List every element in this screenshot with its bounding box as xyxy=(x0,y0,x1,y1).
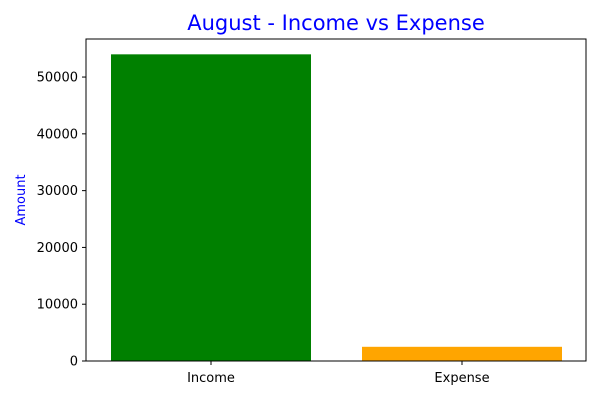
y-tick-label: 20000 xyxy=(37,241,78,256)
y-tick-label: 10000 xyxy=(37,298,78,313)
y-tick-label: 50000 xyxy=(37,71,78,86)
x-tick-label: Income xyxy=(187,371,235,386)
y-tick-label: 30000 xyxy=(37,184,78,199)
plot-frame xyxy=(85,38,587,362)
bar-income xyxy=(111,54,311,361)
y-tick-label: 0 xyxy=(70,355,78,370)
bar-expense xyxy=(362,346,562,361)
x-tick-label: Expense xyxy=(434,371,489,386)
y-axis-label: Amount xyxy=(14,174,29,225)
y-tick-label: 40000 xyxy=(37,127,78,142)
y-axis: 0 10000 20000 30000 40000 50000 xyxy=(37,71,86,370)
x-axis: Income Expense xyxy=(187,361,490,386)
chart-title: August - Income vs Expense xyxy=(187,11,485,35)
plot-area xyxy=(111,54,562,361)
